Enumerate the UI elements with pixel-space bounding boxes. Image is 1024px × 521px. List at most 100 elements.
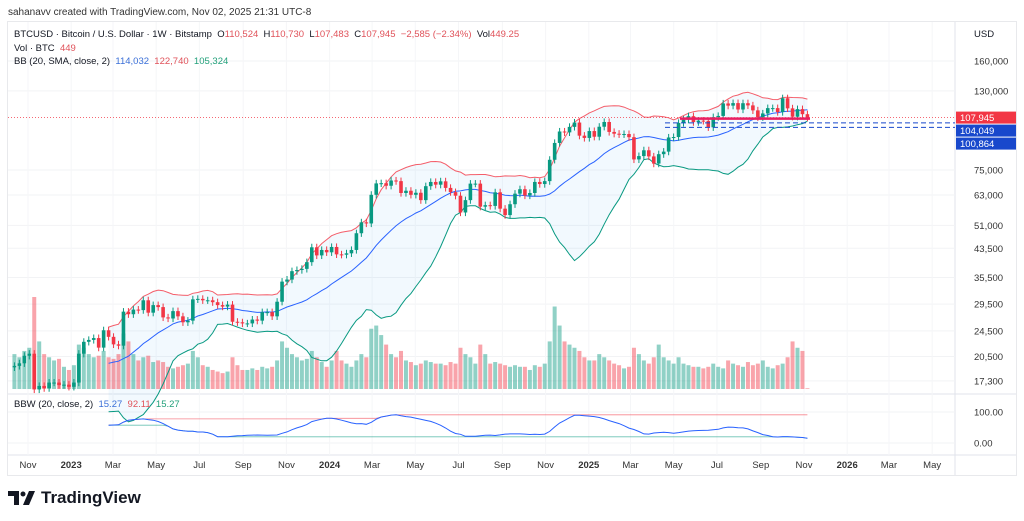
candle <box>67 384 71 387</box>
candle <box>250 319 255 324</box>
price-chart[interactable]: 160,000 130,000 75,000 63,000 51,000 43,500 35… <box>0 0 1024 480</box>
candle <box>800 109 805 115</box>
volume-bar <box>607 360 612 389</box>
volume-bar <box>121 333 126 389</box>
volume-bar <box>294 357 299 389</box>
volume-bar <box>785 357 790 389</box>
volume-bar <box>755 363 760 389</box>
candle <box>557 131 562 143</box>
volume-bar <box>651 357 656 389</box>
volume-bar <box>676 357 681 389</box>
candle <box>275 301 279 317</box>
candle <box>547 159 552 182</box>
bbw-value: 15.27 <box>98 399 123 410</box>
bb-lower-line <box>108 120 808 423</box>
price-label: 107,945 <box>960 113 994 124</box>
time-tick-label: Nov <box>537 460 554 471</box>
candle <box>52 382 56 384</box>
volume-bar <box>567 344 572 389</box>
volume-legend[interactable]: Vol · BTC 449 <box>14 42 519 56</box>
candle <box>676 122 681 138</box>
volume-bar <box>235 365 240 389</box>
low-value: 107,483 <box>314 29 349 40</box>
candle <box>582 135 587 138</box>
bbw-line <box>108 414 808 439</box>
volume-bar <box>483 354 488 389</box>
vol-value: 449.25 <box>490 29 520 40</box>
bb-legend[interactable]: BB (20, SMA, close, 2) 114,032 122,740 1… <box>14 55 519 69</box>
volume-bar <box>517 366 522 389</box>
volume-bar <box>116 354 121 389</box>
volume-bar <box>438 363 443 389</box>
candle <box>493 192 497 206</box>
volume-bar <box>285 347 290 389</box>
candle <box>394 180 398 182</box>
candle <box>513 193 517 205</box>
candle <box>731 103 735 106</box>
volume-bar <box>146 355 151 389</box>
volume-bar <box>750 365 755 389</box>
candle <box>706 120 711 128</box>
volume-bar <box>66 369 71 389</box>
price-tick-label: 63,000 <box>974 191 1003 202</box>
price-tick-label: 24,500 <box>974 326 1003 337</box>
candle <box>27 353 32 356</box>
candle <box>210 300 215 303</box>
candle <box>22 355 27 364</box>
volume-bar <box>250 368 255 389</box>
candle <box>329 246 334 253</box>
close-label: C <box>354 29 362 40</box>
volume-bar <box>631 347 636 389</box>
candle <box>478 183 483 207</box>
time-tick-label: Mar <box>622 460 638 471</box>
volume-bar <box>582 357 587 389</box>
candle <box>121 311 126 346</box>
candle <box>414 192 418 195</box>
bbw-legend[interactable]: BBW (20, close, 2) 15.27 92.11 15.27 <box>14 399 180 410</box>
candle <box>632 137 636 160</box>
candle <box>186 320 190 323</box>
volume-bar <box>230 357 235 389</box>
volume-bar <box>448 362 453 389</box>
volume-bar <box>389 354 394 389</box>
candle <box>339 254 344 256</box>
candle <box>200 298 205 301</box>
candle <box>597 126 602 137</box>
candle <box>314 247 319 256</box>
volume-bar <box>765 366 770 389</box>
price-tick-label: 43,500 <box>974 244 1003 255</box>
candle <box>384 183 388 186</box>
volume-bar <box>473 363 478 389</box>
candle <box>552 142 557 160</box>
candle <box>696 120 701 123</box>
volume-bar <box>17 357 22 389</box>
time-tick-label: Jul <box>193 460 205 471</box>
symbol-title[interactable]: BTCUSD · Bitcoin / U.S. Dollar · 1W · Bi… <box>14 29 212 40</box>
bb-fill <box>108 92 808 422</box>
candle <box>780 98 785 113</box>
candle <box>419 192 423 201</box>
candle <box>319 249 324 256</box>
tradingview-logo[interactable]: TradingView <box>8 488 141 508</box>
price-tick-label: 51,000 <box>974 221 1003 232</box>
candle <box>409 190 413 195</box>
volume-bar <box>408 362 413 389</box>
volume-bar <box>696 366 701 389</box>
volume-bar <box>572 347 577 389</box>
candle <box>572 122 577 127</box>
candle <box>146 300 151 313</box>
bb-label: BB (20, SMA, close, 2) <box>14 56 111 67</box>
open-label: O <box>217 29 225 40</box>
volume-bar <box>314 357 319 389</box>
volume-bar <box>339 360 344 389</box>
currency-label[interactable]: USD <box>974 29 995 40</box>
volume-bar <box>220 373 225 389</box>
candle <box>627 134 631 138</box>
volume-bar <box>433 363 438 389</box>
time-tick-label: Nov <box>278 460 295 471</box>
candle <box>369 194 374 224</box>
candle <box>141 300 146 311</box>
bb-basis-line <box>108 109 808 364</box>
volume-bar <box>736 365 741 389</box>
volume-bar <box>493 362 498 389</box>
